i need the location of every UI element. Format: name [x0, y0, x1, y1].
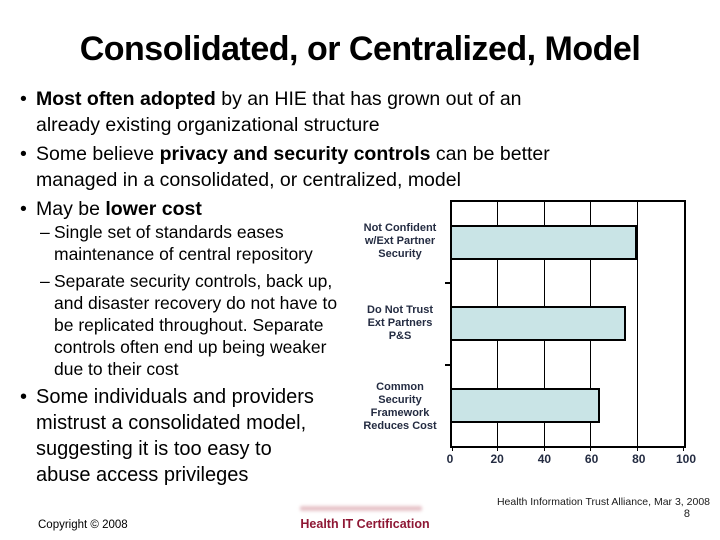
chart-axis-tick	[452, 446, 453, 451]
bullet-item-2: Some believe privacy and security contro…	[18, 141, 580, 193]
chart-axis-tick	[497, 446, 499, 451]
chart-x-axis: 0 20 40 60 80 100	[446, 452, 696, 470]
bullet-1-bold-text: Most often adopted	[36, 88, 216, 110]
chart-bar	[452, 306, 626, 342]
bullet-list-sub: Single set of standards eases maintenanc…	[40, 221, 340, 385]
chart-bar	[452, 387, 601, 423]
bullet-list-bottom: Some individuals and providers mistrust …	[18, 384, 328, 491]
chart-axis-tick	[683, 446, 684, 451]
chart-axis-tick	[543, 446, 545, 451]
chart-category-label: Common Security Framework Reduces Cost	[363, 380, 437, 432]
copyright-text: Copyright © 2008	[38, 519, 128, 531]
sub-bullet-item-2: Separate security controls, back up, and…	[40, 270, 340, 380]
chart-x-tick-label: 20	[490, 452, 504, 466]
bullet-2-post-text: can be better managed in a consolidated,…	[36, 143, 550, 191]
bullet-3-bold-text: lower cost	[105, 198, 202, 220]
chart-category-tick	[445, 282, 450, 285]
chart-plot	[445, 200, 686, 451]
chart-axis-tick	[636, 446, 638, 451]
bullet-3-pre-text: May be	[36, 198, 106, 220]
page-number: 8	[683, 508, 690, 520]
chart-x-tick-label: 60	[584, 452, 599, 466]
chart-bar	[452, 225, 638, 260]
chart-axis-tick	[590, 446, 592, 451]
bullet-2-bold-text: privacy and security controls	[159, 143, 431, 165]
bullet-list-main: Most often adopted by an HIE that has gr…	[18, 86, 580, 225]
bullet-item-4: Some individuals and providers mistrust …	[18, 384, 328, 488]
chart-category-label: Do Not Trust Ext Partners P&S	[367, 304, 433, 343]
bullet-2-pre-text: Some believe	[36, 143, 160, 165]
bar-chart: Not Confident w/Ext Partner Security Do N…	[354, 200, 700, 483]
chart-x-tick-label: 80	[632, 452, 646, 466]
chart-category-tick	[445, 363, 450, 366]
bullet-item-3: May be lower cost	[18, 196, 580, 222]
slide-title: Consolidated, or Centralized, Model	[79, 30, 641, 68]
chart-body: Not Confident w/Ext Partner Security Do N…	[354, 200, 700, 451]
sub-bullet-item-1: Single set of standards eases maintenanc…	[40, 221, 340, 265]
bullet-item-1: Most often adopted by an HIE that has gr…	[18, 86, 580, 138]
chart-x-tick-label: 100	[675, 452, 697, 466]
bullet-1-text: by an HIE that has grown out of an alrea…	[36, 88, 522, 136]
certification-text: Health IT Certification	[300, 517, 430, 531]
chart-gridline	[636, 202, 638, 446]
certification-smudge	[300, 506, 422, 511]
chart-category-labels: Not Confident w/Ext Partner Security Do N…	[354, 200, 450, 448]
chart-x-tick-label: 0	[446, 452, 454, 466]
source-note: Health Information Trust Alliance, Mar 3…	[496, 496, 710, 508]
chart-category-label: Not Confident w/Ext Partner Security	[363, 221, 437, 260]
chart-x-tick-label: 40	[537, 452, 552, 466]
